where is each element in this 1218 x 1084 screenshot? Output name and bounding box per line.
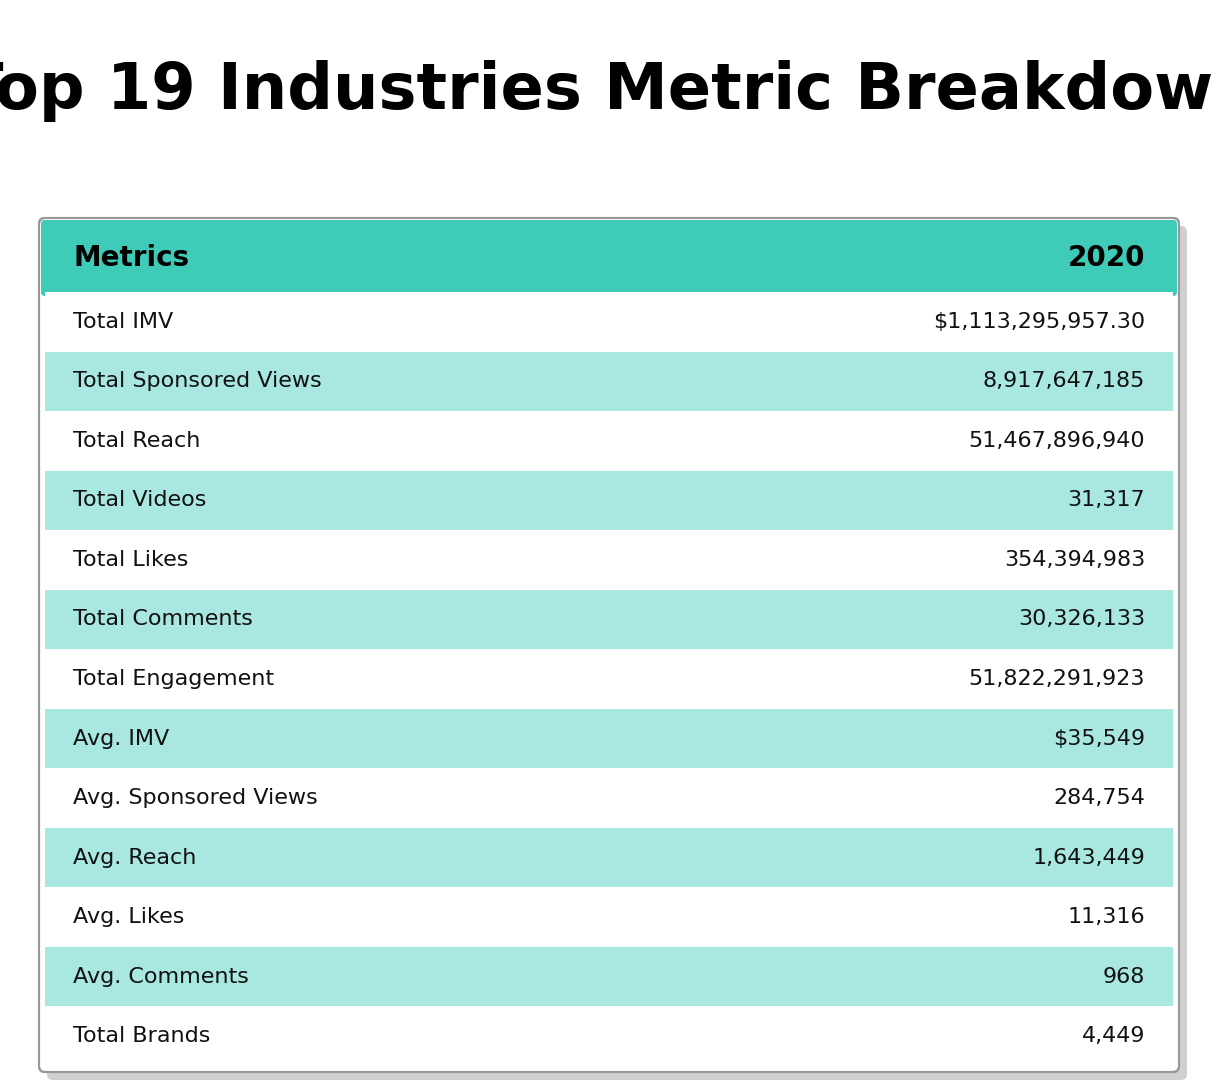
Text: Total Likes: Total Likes	[73, 550, 189, 570]
Bar	[45, 649, 1173, 709]
Bar	[45, 590, 1173, 649]
Text: $1,113,295,957.30: $1,113,295,957.30	[933, 312, 1145, 332]
Text: Avg. Reach: Avg. Reach	[73, 848, 196, 867]
Text: 51,467,896,940: 51,467,896,940	[968, 430, 1145, 451]
Text: Total Reach: Total Reach	[73, 430, 201, 451]
Bar	[45, 351, 1173, 411]
FancyBboxPatch shape	[39, 218, 1179, 1072]
Text: 354,394,983: 354,394,983	[1004, 550, 1145, 570]
Text: Total Videos: Total Videos	[73, 490, 206, 511]
Text: $35,549: $35,549	[1052, 728, 1145, 749]
Text: Avg. Likes: Avg. Likes	[73, 907, 184, 927]
Text: 31,317: 31,317	[1067, 490, 1145, 511]
Bar	[45, 709, 1173, 769]
Text: Avg. Sponsored Views: Avg. Sponsored Views	[73, 788, 318, 808]
Text: 284,754: 284,754	[1054, 788, 1145, 808]
Bar	[45, 828, 1173, 888]
Text: 8,917,647,185: 8,917,647,185	[983, 372, 1145, 391]
Text: Avg. IMV: Avg. IMV	[73, 728, 169, 749]
Bar	[45, 411, 1173, 470]
Bar	[45, 470, 1173, 530]
Text: Total Comments: Total Comments	[73, 609, 253, 630]
Bar	[45, 1006, 1173, 1066]
Text: 2020: 2020	[1067, 244, 1145, 272]
FancyBboxPatch shape	[48, 225, 1188, 1080]
Text: Top 19 Industries Metric Breakdown: Top 19 Industries Metric Breakdown	[0, 60, 1218, 122]
Bar	[45, 530, 1173, 590]
Text: 4,449: 4,449	[1082, 1027, 1145, 1046]
Bar	[45, 888, 1173, 947]
Text: Total Brands: Total Brands	[73, 1027, 211, 1046]
Bar	[45, 292, 1173, 351]
Bar	[45, 947, 1173, 1006]
Text: Metrics: Metrics	[73, 244, 189, 272]
Text: 11,316: 11,316	[1067, 907, 1145, 927]
Text: Total Sponsored Views: Total Sponsored Views	[73, 372, 322, 391]
Text: 51,822,291,923: 51,822,291,923	[968, 669, 1145, 689]
Text: Total Engagement: Total Engagement	[73, 669, 274, 689]
FancyBboxPatch shape	[41, 220, 1177, 296]
Text: Avg. Comments: Avg. Comments	[73, 967, 248, 986]
Text: Total IMV: Total IMV	[73, 312, 173, 332]
Bar	[45, 769, 1173, 828]
Text: 30,326,133: 30,326,133	[1018, 609, 1145, 630]
Text: 968: 968	[1102, 967, 1145, 986]
Text: 1,643,449: 1,643,449	[1032, 848, 1145, 867]
